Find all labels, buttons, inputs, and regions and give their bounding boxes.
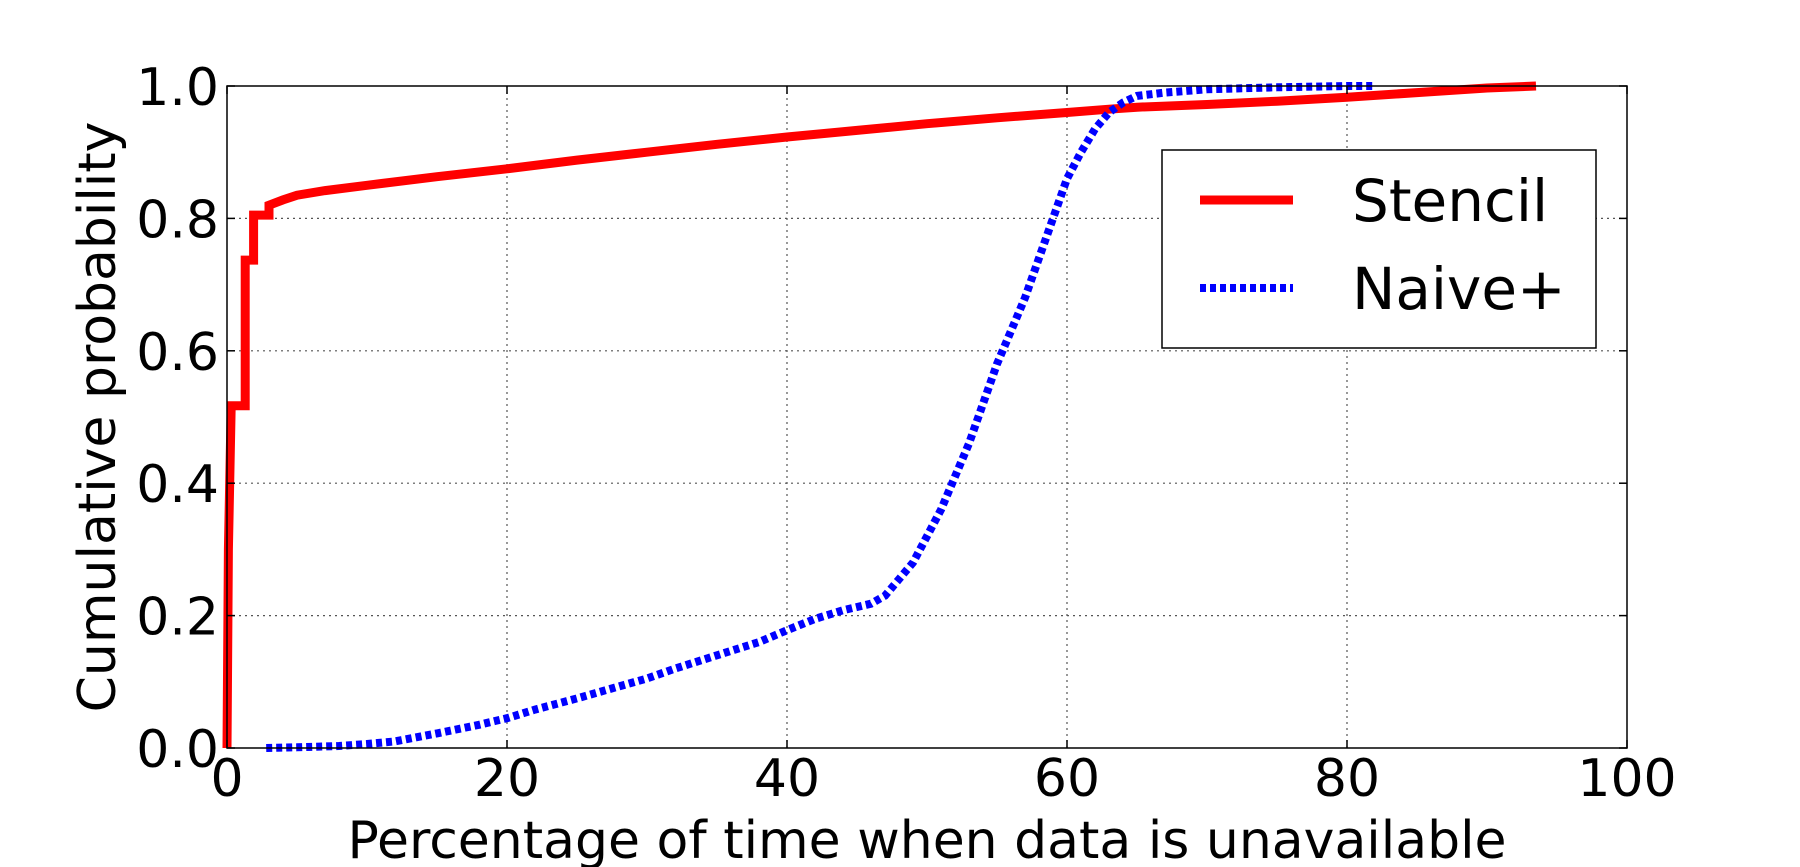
legend: Stencil Naive+: [1161, 149, 1597, 349]
y-tick-label: 0.4: [136, 455, 219, 515]
x-axis-label: Percentage of time when data is unavaila…: [347, 811, 1506, 867]
axis-ticks: 0 20 40 60 80 100 0.0 0.2 0.4 0.6 0.8 1.0: [136, 58, 1676, 809]
legend-label-stencil: Stencil: [1352, 167, 1548, 235]
x-tick-label: 80: [1314, 749, 1380, 809]
y-tick-label: 0.2: [136, 588, 219, 648]
y-axis-label: Cumulative probability: [68, 122, 128, 713]
x-tick-label: 60: [1034, 749, 1100, 809]
x-tick-label: 0: [210, 749, 243, 809]
legend-label-naive-plus: Naive+: [1352, 255, 1566, 323]
grid: [227, 86, 1627, 748]
x-tick-label: 40: [754, 749, 820, 809]
series-line-stencil: [222, 81, 1537, 749]
y-tick-label: 1.0: [136, 58, 219, 118]
y-tick-label: 0.8: [136, 190, 219, 250]
legend-box: [1161, 149, 1597, 349]
x-tick-label: 100: [1577, 749, 1676, 809]
y-tick-label: 0.6: [136, 323, 219, 383]
y-tick-label: 0.0: [136, 720, 219, 780]
plot-area-frame: [226, 85, 1628, 749]
series-lines: [222, 81, 1537, 752]
x-tick-label: 20: [474, 749, 540, 809]
series-line-naive-plus: [266, 82, 1375, 752]
